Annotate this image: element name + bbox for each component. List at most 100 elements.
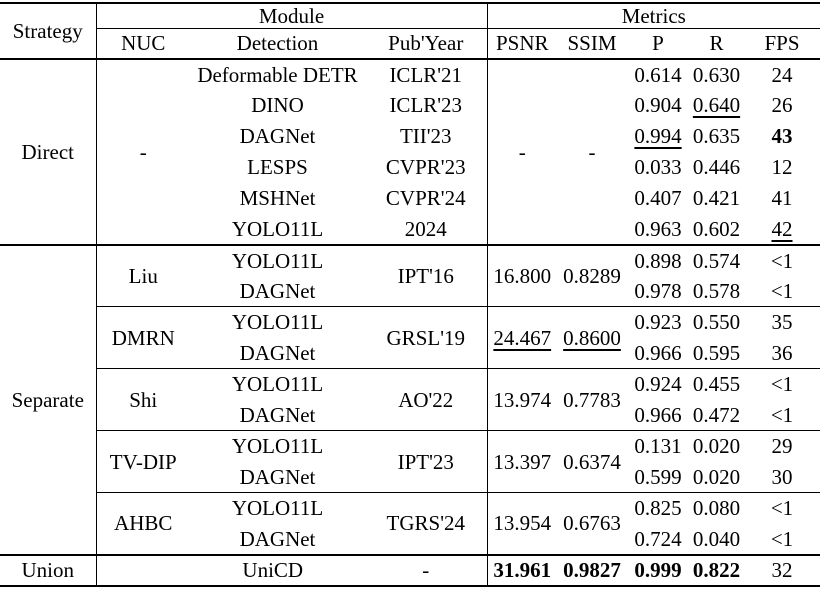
col-header-r: R [689, 28, 744, 60]
cell-fps: 41 [771, 186, 793, 211]
cell-module-unicd: UniCD [96, 554, 365, 587]
cell-ssim: 0.8600 [557, 306, 627, 370]
cell-r: 0.421 [692, 186, 741, 211]
col-group-module: Module [96, 2, 488, 30]
cell-psnr: 16.800 [487, 244, 557, 308]
cell-pub-year: IPT'23 [365, 430, 488, 494]
cell-p: 0.966 [627, 337, 689, 370]
cell-fps: 42 [744, 213, 821, 246]
cell-p: 0.407 [634, 186, 682, 211]
cell-p: 0.898 [634, 248, 682, 273]
table-row: DAGNet 0.966 0.472 <1 [0, 399, 821, 432]
cell-detection: DAGNet [190, 461, 365, 494]
cell-p: 0.966 [627, 399, 689, 432]
cell-fps: 36 [744, 337, 821, 370]
cell-r: 0.635 [692, 124, 741, 149]
cell-p: 0.994 [634, 124, 682, 149]
table-row: Direct - Deformable DETR ICLR'21 - - 0.6… [0, 58, 820, 246]
cell-detection: YOLO11L [231, 248, 324, 273]
cell-fps: 32 [744, 554, 821, 587]
cell-nuc: Liu [96, 244, 190, 308]
cell-r: 0.595 [689, 337, 744, 370]
cell-r: 0.020 [692, 434, 741, 459]
table-row: DAGNet TII'23 0.994 0.635 43 [0, 120, 820, 152]
cell-pub-year: CVPR'24 [365, 182, 488, 214]
cell-ssim: 0.9827 [557, 554, 627, 587]
table-row: TV-DIP YOLO11L IPT'23 13.397 0.6374 0.13… [0, 430, 820, 494]
cell-p: 0.978 [627, 275, 689, 308]
cell-r: 0.020 [689, 461, 744, 494]
cell-fps: 24 [771, 62, 793, 87]
cell-r: 0.550 [692, 310, 741, 335]
col-header-detection: Detection [190, 28, 365, 60]
cell-p: 0.825 [634, 496, 682, 521]
cell-psnr: 13.974 [487, 368, 557, 432]
cell-detection: MSHNet [239, 186, 316, 211]
table-row: Separate Liu YOLO11L IPT'16 16.800 0.828… [0, 244, 820, 556]
cell-nuc: Shi [96, 368, 190, 432]
cell-p: 0.724 [627, 523, 689, 556]
strategy-label-union: Union [0, 554, 97, 587]
table-row: AHBC YOLO11L TGRS'24 13.954 0.6763 0.825… [0, 492, 820, 556]
col-header-p: P [627, 28, 689, 60]
header-row-columns: NUC Detection Pub'Year PSNR SSIM P R FPS [0, 28, 821, 60]
cell-fps: <1 [770, 248, 794, 273]
cell-fps: 29 [771, 434, 793, 459]
table-row: DINO ICLR'23 0.904 0.640 26 [0, 89, 820, 121]
col-header-nuc: NUC [96, 28, 190, 60]
cell-nuc: TV-DIP [96, 430, 190, 494]
cell-psnr: 13.397 [487, 430, 557, 494]
col-header-pub-year: Pub'Year [365, 28, 488, 60]
cell-ssim: 0.7783 [557, 368, 627, 432]
cell-detection: YOLO11L [231, 434, 324, 459]
cell-psnr: 13.954 [487, 492, 557, 556]
cell-r: 0.472 [689, 399, 744, 432]
cell-pub-year: - [365, 554, 488, 587]
table-row: Shi YOLO11L AO'22 13.974 0.7783 0.924 0.… [0, 368, 820, 432]
cell-ssim: 0.6763 [557, 492, 627, 556]
cell-p: 0.963 [627, 213, 689, 246]
cell-r: 0.578 [689, 275, 744, 308]
cell-pub-year: GRSL'19 [365, 306, 488, 370]
cell-p: 0.904 [634, 93, 682, 118]
cell-detection: YOLO11L [231, 310, 324, 335]
table-row: LESPS CVPR'23 0.033 0.446 12 [0, 151, 820, 183]
cell-pub-year: ICLR'21 [365, 58, 488, 90]
cell-r: 0.446 [692, 155, 741, 180]
cell-r: 0.080 [692, 496, 741, 521]
cell-nuc-dash: - [96, 58, 190, 246]
table-row: MSHNet CVPR'24 0.407 0.421 41 [0, 182, 820, 214]
cell-detection: DAGNet [190, 275, 365, 308]
cell-p: 0.924 [634, 372, 682, 397]
cell-fps: 35 [771, 310, 793, 335]
cell-r: 0.455 [692, 372, 741, 397]
cell-r: 0.630 [692, 62, 741, 87]
cell-pub-year: CVPR'23 [365, 151, 488, 183]
cell-p: 0.999 [627, 554, 689, 587]
cell-pub-year: ICLR'23 [365, 89, 488, 121]
cell-fps: <1 [770, 372, 794, 397]
cell-fps: <1 [770, 496, 794, 521]
table-row: Union UniCD - 31.961 0.9827 0.999 0.822 … [0, 554, 821, 587]
cell-nuc: DMRN [96, 306, 190, 370]
cell-detection: DAGNet [190, 337, 365, 370]
header-row-groups: Strategy Module Metrics [0, 2, 821, 60]
cell-detection: DAGNet [190, 523, 365, 556]
cell-p: 0.923 [634, 310, 682, 335]
cell-detection: Deformable DETR [197, 62, 358, 87]
table-row: DAGNet 0.599 0.020 30 [0, 461, 821, 494]
cell-r: 0.574 [692, 248, 741, 273]
cell-detection: LESPS [247, 155, 308, 180]
cell-detection: YOLO11L [190, 213, 365, 246]
col-header-fps: FPS [744, 28, 821, 60]
table-row: DMRN YOLO11L GRSL'19 24.467 0.8600 0.923… [0, 306, 820, 370]
table-row: YOLO11L 2024 0.963 0.602 42 [0, 213, 821, 246]
cell-detection: DAGNet [239, 124, 316, 149]
cell-p: 0.614 [634, 62, 682, 87]
cell-psnr: 24.467 [487, 306, 557, 370]
cell-fps: 12 [771, 155, 793, 180]
cell-p: 0.033 [634, 155, 682, 180]
cell-fps: 43 [771, 124, 793, 149]
cell-fps: 30 [744, 461, 821, 494]
table-row: DAGNet 0.724 0.040 <1 [0, 523, 821, 556]
